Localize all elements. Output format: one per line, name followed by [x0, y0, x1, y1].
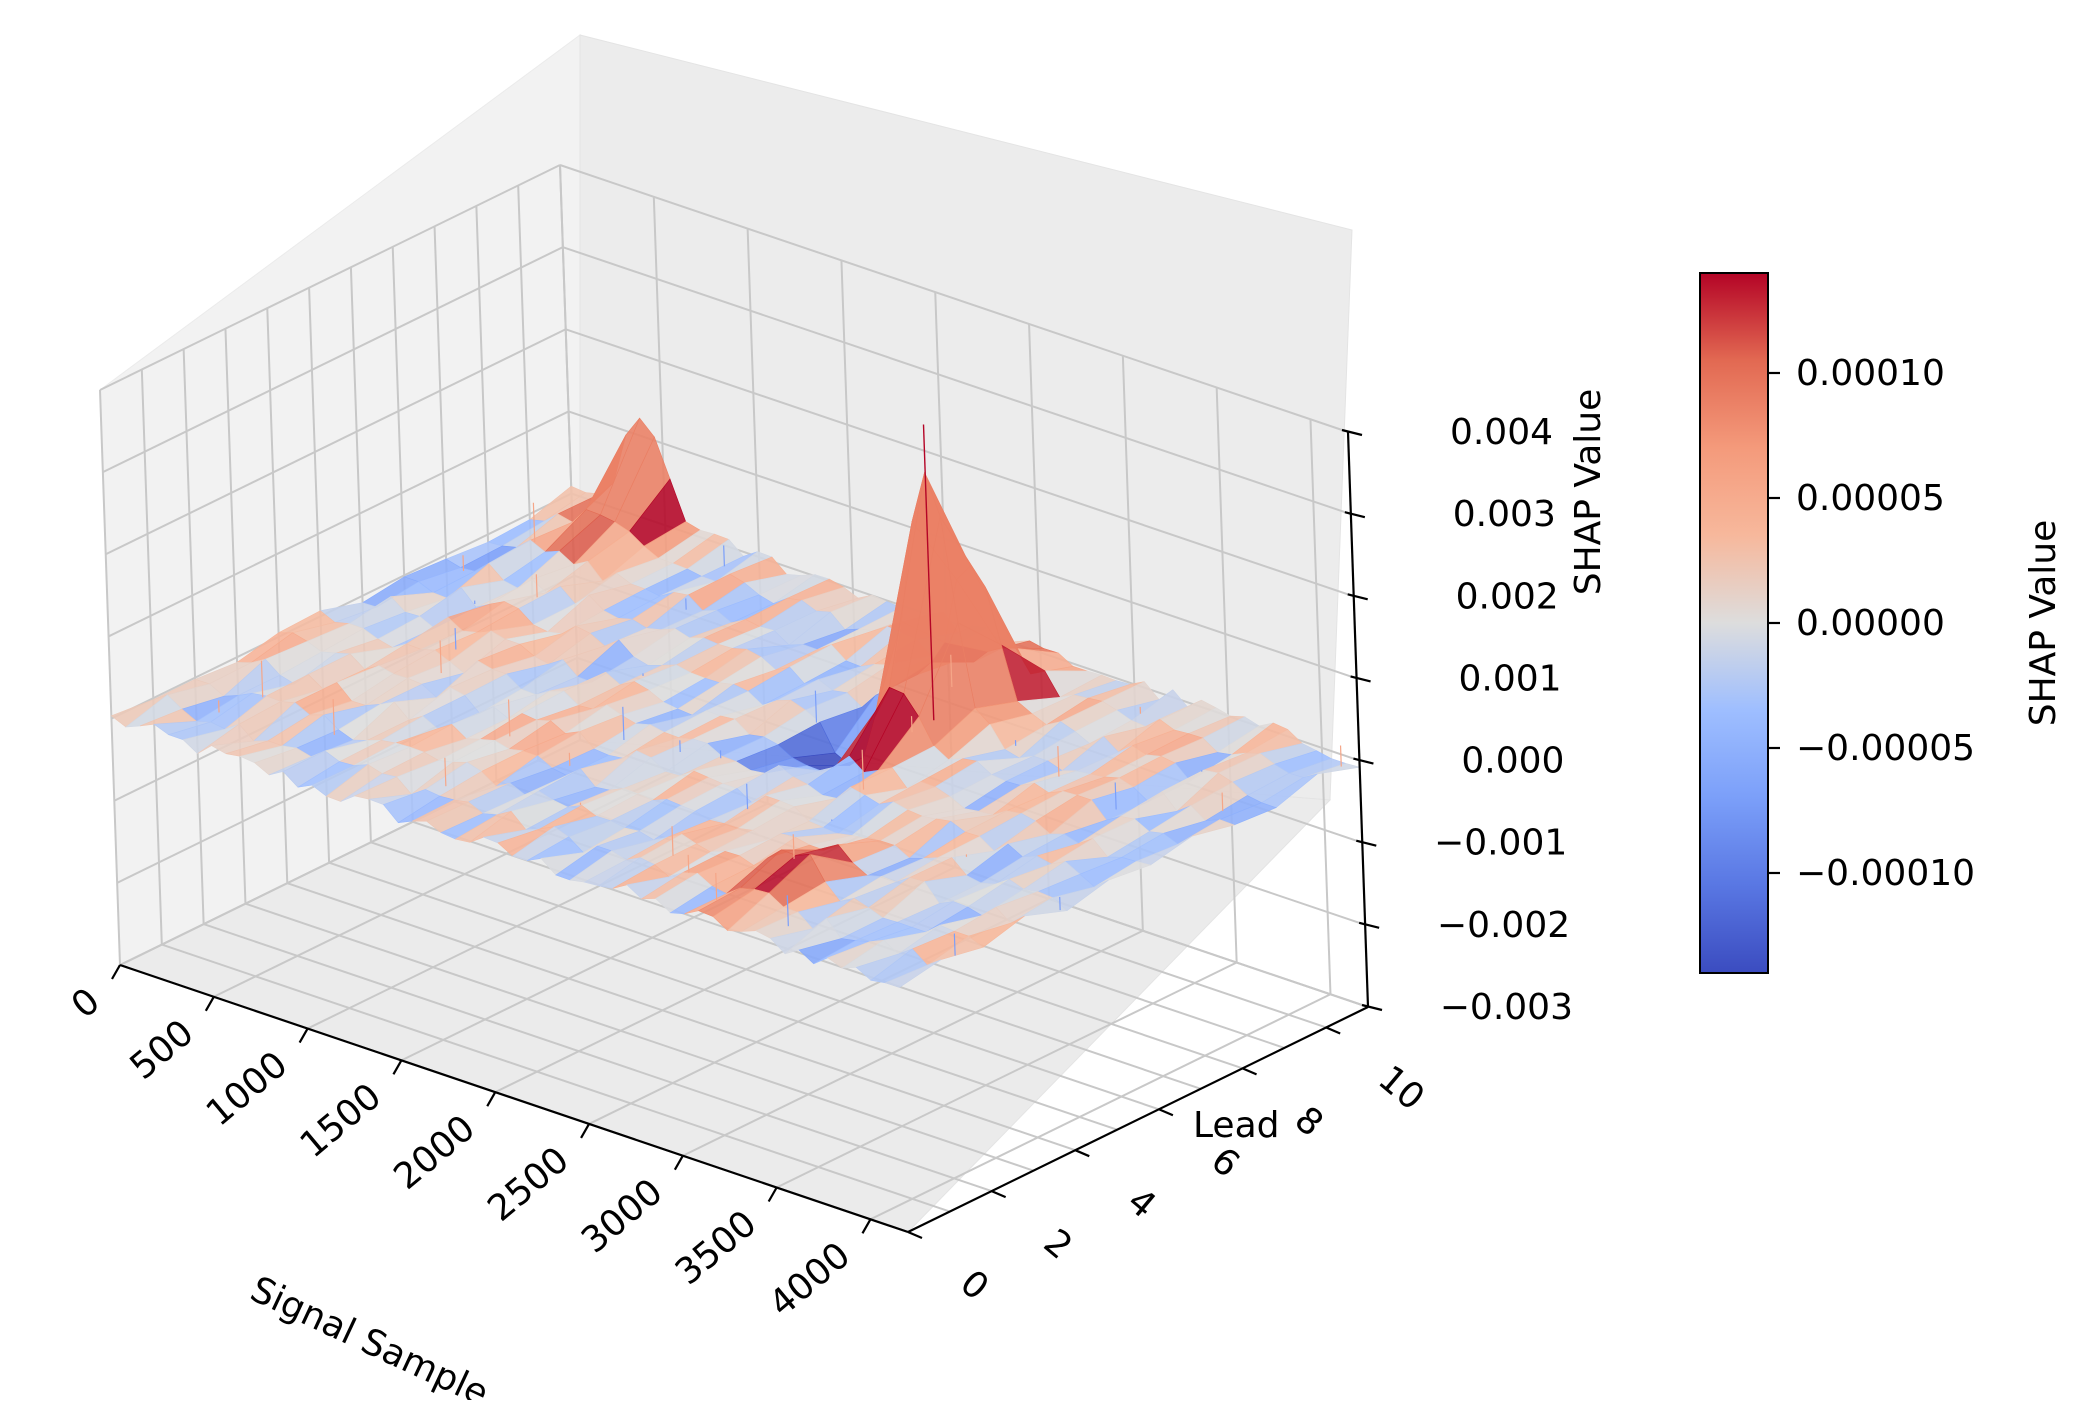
x-tick-label: 2000 [386, 1108, 483, 1198]
x-tick-label: 0 [64, 980, 108, 1026]
surface-spike [1341, 746, 1342, 767]
y-tick-label: 2 [1036, 1222, 1080, 1268]
colorbar-tick-label: 0.00010 [1796, 353, 1945, 394]
z-tick-mark [1351, 676, 1371, 681]
surface-spike [463, 555, 464, 571]
y-tick-mark [1075, 1150, 1089, 1156]
z-tick-mark [1356, 841, 1376, 846]
y-tick-mark [1326, 1027, 1340, 1033]
x-tick-mark [112, 965, 120, 979]
x-tick-mark [300, 1029, 308, 1043]
surface-spike [1222, 793, 1223, 812]
z-tick-mark [1359, 923, 1379, 928]
z-axis-ticks: −0.003 −0.002 −0.001 0.000 0.001 0.002 0.003 0.… [1342, 412, 1573, 1028]
x-tick-mark [675, 1156, 683, 1170]
x-tick-label: 2500 [480, 1139, 577, 1229]
z-tick-mark [1345, 512, 1365, 517]
x-tick-mark [487, 1092, 495, 1106]
y-tick-label: 6 [1203, 1140, 1247, 1186]
x-tick-mark [769, 1188, 777, 1202]
z-tick-mark [1348, 594, 1368, 599]
x-tick-label: 4000 [762, 1235, 859, 1325]
y-tick-mark [1159, 1109, 1173, 1115]
y-tick-mark [908, 1232, 922, 1238]
surface-spike [724, 545, 725, 566]
y-tick-label: 4 [1119, 1181, 1163, 1227]
z-tick-mark [1353, 759, 1373, 764]
colorbar-ticks: −0.00010 −0.00005 0.00000 0.00005 0.00010 [1768, 353, 1975, 894]
z-tick-label: −0.001 [1434, 823, 1567, 864]
surface-spike [688, 855, 689, 873]
colorbar: −0.00010 −0.00005 0.00000 0.00005 0.00010 SH… [1700, 273, 2064, 973]
colorbar-tick-label: −0.00005 [1796, 728, 1975, 769]
x-tick-mark [862, 1219, 870, 1233]
y-tick-label: 8 [1287, 1099, 1331, 1145]
z-tick-label: 0.001 [1459, 658, 1562, 699]
colorbar-tick-label: −0.00010 [1796, 853, 1975, 894]
x-tick-mark [393, 1060, 401, 1074]
surface-spike [793, 834, 794, 859]
y-tick-label: 0 [952, 1262, 996, 1308]
x-tick-label: 3000 [574, 1171, 671, 1261]
z-tick-label: 0.004 [1450, 412, 1553, 453]
x-tick-mark [581, 1124, 589, 1138]
surface-spike [536, 574, 537, 597]
z-tick-label: −0.003 [1440, 987, 1573, 1028]
x-tick-label: 500 [123, 1012, 202, 1088]
x-axis-title: Signal Sample [244, 1269, 494, 1400]
colorbar-tick-label: 0.00000 [1796, 603, 1945, 644]
surface-spike [455, 628, 456, 649]
z-tick-label: 0.002 [1456, 576, 1559, 617]
z-axis-title: SHAP Value [1568, 389, 1609, 596]
z-tick-mark [1342, 430, 1362, 435]
surface-spike [912, 716, 913, 732]
y-axis-title: Lead [1193, 1105, 1279, 1146]
x-tick-label: 1000 [199, 1044, 296, 1134]
colorbar-title: SHAP Value [2023, 520, 2064, 727]
y-tick-mark [992, 1191, 1006, 1197]
colorbar-gradient [1700, 273, 1768, 973]
x-tick-label: 3500 [668, 1203, 765, 1293]
z-tick-label: −0.002 [1437, 905, 1570, 946]
x-tick-mark [206, 997, 214, 1011]
colorbar-tick-label: 0.00005 [1796, 478, 1945, 519]
y-tick-mark [1243, 1068, 1257, 1074]
y-tick-label: 10 [1370, 1058, 1431, 1119]
z-tick-label: 0.000 [1461, 741, 1564, 782]
z-tick-label: 0.003 [1453, 494, 1556, 535]
x-tick-label: 1500 [293, 1076, 390, 1166]
surface-spike [954, 934, 955, 956]
